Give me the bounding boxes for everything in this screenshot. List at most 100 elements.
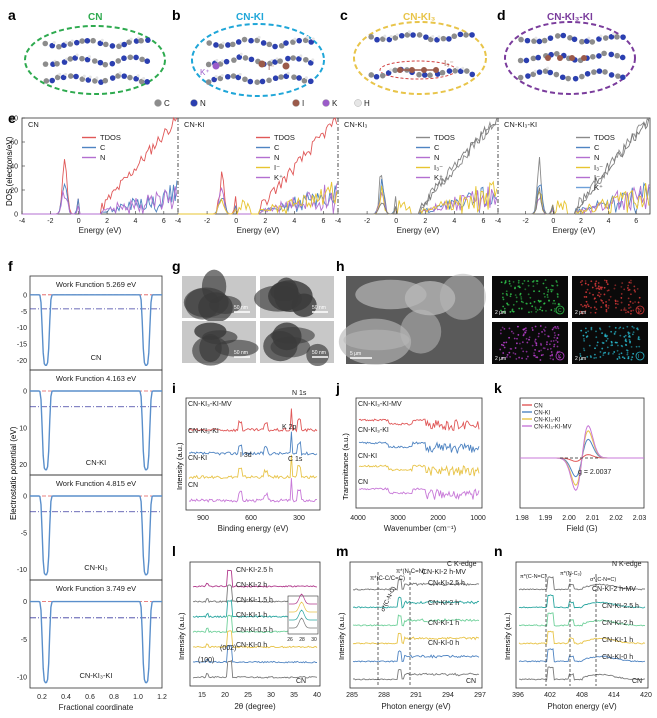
- c-atom: [439, 69, 446, 76]
- eds-dot: [587, 305, 590, 308]
- edge-title: C K-edge: [447, 561, 477, 568]
- eds-dot: [598, 295, 601, 298]
- c-atom: [303, 56, 309, 63]
- legend-label: C: [594, 143, 600, 152]
- c-atom: [127, 74, 133, 81]
- eds-dot: [556, 292, 559, 295]
- h-atom: [65, 57, 69, 61]
- spectrum-line: [518, 576, 645, 591]
- eds-dot: [514, 347, 517, 349]
- eds-dot: [523, 333, 525, 336]
- c-atom: [602, 35, 609, 41]
- eds-dot: [598, 288, 601, 291]
- c-atom: [463, 32, 469, 38]
- c-atom: [290, 39, 296, 45]
- element-label: N: [638, 308, 642, 314]
- panel-letter-c: c: [340, 7, 348, 23]
- n-atom: [283, 40, 289, 46]
- eds-dot: [508, 282, 511, 285]
- y-tick-label: -15: [17, 342, 27, 349]
- eds-dot: [623, 309, 626, 311]
- eds-dot: [583, 338, 585, 340]
- i3-minus-label: I₃⁻: [444, 59, 454, 68]
- eds-dot: [503, 307, 506, 310]
- n-atom: [121, 73, 127, 79]
- c-atom: [614, 52, 620, 59]
- eds-dot: [554, 302, 556, 305]
- y-axis-title: DOS (electrons/eV): [5, 136, 14, 206]
- eds-dot: [500, 281, 503, 284]
- eds-dot: [517, 279, 520, 282]
- eds-dot: [600, 306, 603, 309]
- eds-dot: [527, 284, 530, 287]
- x-tick-label: 1.99: [539, 515, 553, 522]
- y-tick-label: 20: [19, 462, 27, 469]
- eds-dot: [628, 307, 630, 309]
- c-atom: [92, 78, 98, 84]
- eds-dot: [632, 331, 635, 334]
- series-label: CN: [632, 678, 642, 685]
- legend-label: K⁺: [594, 183, 603, 192]
- c-atom: [416, 71, 422, 78]
- eds-dot: [605, 305, 608, 308]
- x-tick-label: -4: [495, 218, 501, 225]
- eds-dot: [514, 353, 517, 355]
- n-atom: [145, 37, 151, 43]
- h-atom: [220, 73, 224, 77]
- n-atom: [60, 74, 67, 81]
- eds-dot: [615, 341, 618, 344]
- eds-dot: [627, 310, 629, 313]
- eds-dot: [504, 281, 507, 284]
- eds-dot: [591, 286, 594, 289]
- eds-dot: [620, 309, 623, 312]
- n-atom: [259, 78, 266, 85]
- eds-dot: [530, 310, 533, 313]
- n-atom: [73, 39, 80, 46]
- legend-label: I⁻: [594, 173, 600, 182]
- series-label: CN: [188, 482, 198, 489]
- transition-label: π*(C-N=C): [520, 574, 547, 580]
- spectrum-line: [358, 487, 480, 501]
- plot-frame: [519, 397, 645, 509]
- y-axis-title: Intensity (a.u.): [503, 612, 512, 660]
- c-atom: [42, 61, 49, 67]
- h-atom: [238, 72, 242, 76]
- legend-label: CN-KI₃-KI: [534, 418, 561, 424]
- c-atom: [241, 36, 248, 43]
- legend-label: N: [434, 153, 439, 162]
- n-atom: [72, 55, 78, 61]
- n-atom: [608, 51, 615, 58]
- eds-dot: [590, 328, 593, 331]
- eds-dot: [522, 301, 524, 304]
- n-atom: [536, 69, 543, 75]
- eds-dot: [601, 347, 604, 350]
- legend-label: N: [594, 153, 599, 162]
- eds-dot: [553, 345, 555, 348]
- n-atom: [50, 61, 56, 68]
- c-atom: [79, 76, 86, 82]
- eds-dot: [499, 332, 502, 335]
- dos-curve: [22, 186, 178, 215]
- c-atom: [379, 72, 386, 79]
- n-atom: [109, 60, 116, 67]
- c-atom: [116, 43, 122, 50]
- eds-dot: [557, 327, 560, 330]
- spectrum-line: [192, 659, 318, 679]
- eds-dot: [586, 355, 589, 358]
- scale-bar-label: 2 μm: [495, 310, 506, 316]
- legend-label: I₃⁻: [594, 163, 603, 172]
- eds-dot: [533, 354, 535, 357]
- x-axis-title: Energy (eV): [79, 226, 122, 235]
- eds-dot: [515, 342, 518, 345]
- eds-dot: [536, 280, 539, 282]
- n-atom: [584, 70, 591, 77]
- eds-dot: [543, 330, 546, 332]
- eds-dot: [556, 345, 559, 348]
- x-axis-title: Energy (eV): [237, 226, 280, 235]
- eds-dot: [613, 287, 616, 290]
- eds-dot: [556, 341, 559, 343]
- c-atom: [531, 38, 537, 44]
- eds-dot: [587, 330, 590, 333]
- eds-dot: [513, 337, 516, 340]
